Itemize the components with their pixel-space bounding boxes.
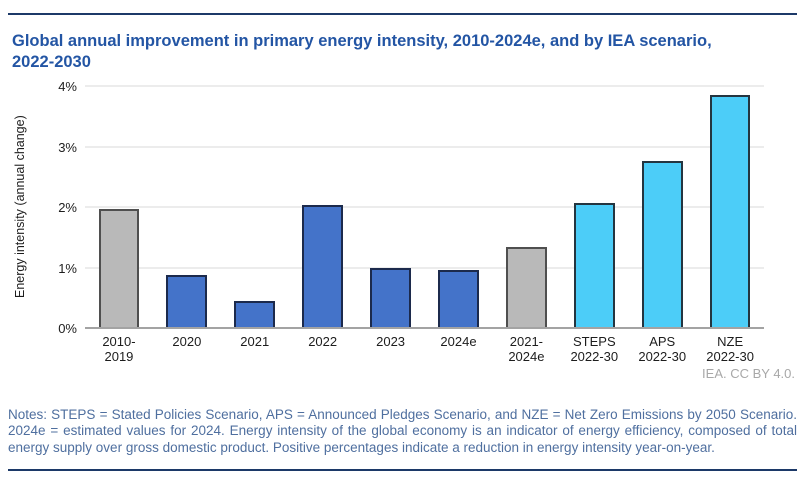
bar	[573, 202, 615, 328]
bar-slot	[425, 86, 493, 328]
bar-slot	[696, 86, 764, 328]
bar-slot	[560, 86, 628, 328]
x-axis-label: NZE 2022-30	[706, 334, 754, 364]
bar	[506, 246, 547, 328]
bar-slot	[153, 86, 221, 328]
notes-text: Notes: STEPS = Stated Policies Scenario,…	[8, 406, 797, 455]
x-axis-label: 2022	[308, 334, 338, 349]
y-tick-label: 4%	[58, 79, 77, 94]
y-tick-label: 0%	[58, 321, 77, 336]
x-axis-label: 2023	[376, 334, 406, 349]
bar	[641, 161, 683, 328]
y-tick-label: 1%	[58, 260, 77, 276]
bar-slot	[289, 86, 357, 328]
y-axis-title: Energy intensity (annual change)	[13, 115, 27, 299]
y-tick-label: 2%	[58, 200, 77, 215]
page-title: Global annual improvement in primary ene…	[12, 32, 712, 72]
credit-label: IEA. CC BY 4.0.	[702, 366, 795, 381]
gridline	[85, 266, 764, 269]
x-axis-label: 2010- 2019	[102, 334, 136, 364]
bar-slot	[357, 86, 425, 328]
bar-slot	[85, 86, 153, 328]
bar	[438, 269, 479, 328]
bar	[234, 300, 276, 328]
gridline	[85, 85, 764, 87]
x-axis-baseline	[85, 327, 764, 329]
x-axis-label: 2024e	[440, 334, 477, 349]
bar	[98, 208, 140, 328]
top-divider	[8, 13, 797, 15]
gridline	[85, 145, 764, 148]
x-axis-label: STEPS 2022-30	[570, 334, 619, 364]
bar-slot	[492, 86, 560, 328]
x-axis-labels: 2010- 2019 2020 2021 2022 2023 2024e 2021- 202…	[85, 334, 764, 364]
bar	[166, 275, 208, 328]
bar	[370, 267, 411, 328]
bar	[302, 204, 344, 328]
bar-chart: Energy intensity (annual change) 2010- 2…	[13, 79, 764, 364]
x-axis-label: 2021	[240, 334, 270, 349]
gridline	[85, 206, 764, 208]
bottom-divider	[8, 469, 797, 471]
bar	[709, 95, 751, 328]
bar-slot	[221, 86, 289, 328]
y-tick-label: 3%	[58, 139, 77, 155]
plot-area	[85, 86, 764, 328]
x-axis-label: APS 2022-30	[638, 334, 687, 364]
x-axis-label: 2021- 2024e	[508, 334, 545, 364]
bar-slot	[628, 86, 696, 328]
x-axis-label: 2020	[172, 334, 202, 349]
